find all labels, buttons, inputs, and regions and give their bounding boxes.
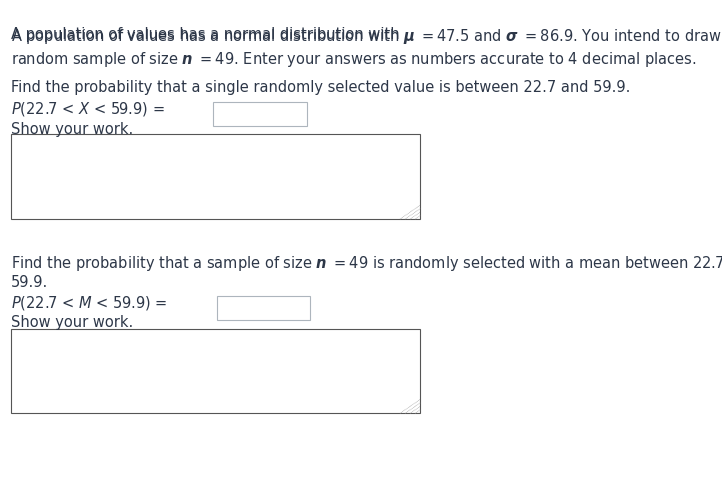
Bar xyxy=(213,102,307,126)
Bar xyxy=(11,134,420,219)
Text: random sample of size $\boldsymbol{n}$ $= 49$. Enter your answers as numbers acc: random sample of size $\boldsymbol{n}$ $… xyxy=(11,50,696,69)
Bar xyxy=(11,329,420,413)
Text: A population of values has a normal distribution with: A population of values has a normal dist… xyxy=(11,27,404,42)
Text: $\mathit{P}$(22.7 < $\mathit{M}$ < 59.9) =: $\mathit{P}$(22.7 < $\mathit{M}$ < 59.9)… xyxy=(11,294,168,312)
Text: Show your work.: Show your work. xyxy=(11,122,133,136)
Text: Find the probability that a single randomly selected value is between 22.7 and 5: Find the probability that a single rando… xyxy=(11,80,630,95)
Text: 59.9.: 59.9. xyxy=(11,275,48,290)
Text: A population of values has a normal distribution with $\boldsymbol{\mu}$ $= 47.5: A population of values has a normal dist… xyxy=(11,27,722,46)
Bar xyxy=(217,296,310,320)
Text: Find the probability that a sample of size $\boldsymbol{n}$ $= 49$ is randomly s: Find the probability that a sample of si… xyxy=(11,254,722,273)
Text: Show your work.: Show your work. xyxy=(11,315,133,330)
Text: $\mathit{P}$(22.7 < $\mathit{X}$ < 59.9) =: $\mathit{P}$(22.7 < $\mathit{X}$ < 59.9)… xyxy=(11,100,165,118)
